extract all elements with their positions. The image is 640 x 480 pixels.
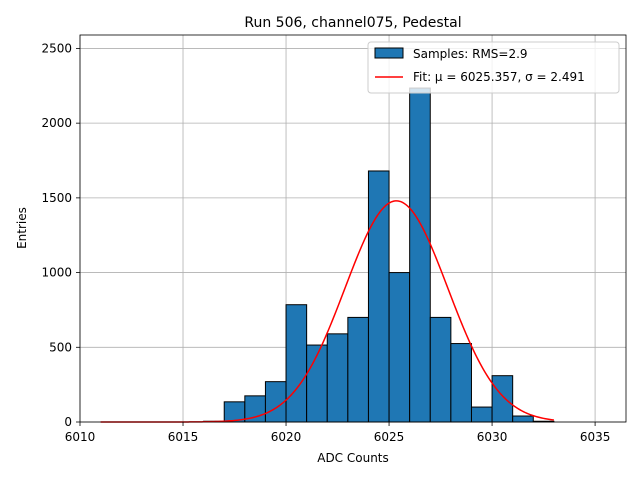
chart-title: Run 506, channel075, Pedestal xyxy=(244,15,461,31)
x-tick-label: 6010 xyxy=(65,430,96,444)
legend-histogram-swatch xyxy=(374,47,404,59)
legend-histogram-label: Samples: RMS=2.9 xyxy=(413,47,528,61)
x-tick-label: 6020 xyxy=(271,430,302,444)
y-tick-label: 2000 xyxy=(41,116,72,130)
histogram-bar xyxy=(450,343,472,423)
x-tick-label: 6035 xyxy=(580,430,611,444)
x-axis-label: ADC Counts xyxy=(317,451,389,465)
histogram-bars xyxy=(203,87,555,423)
histogram-bar xyxy=(367,170,390,423)
histogram-bar xyxy=(409,87,431,423)
y-tick-label: 0 xyxy=(64,415,72,429)
histogram-bar xyxy=(512,415,534,423)
x-tick-label: 6015 xyxy=(168,430,199,444)
legend-box xyxy=(367,41,620,94)
y-tick-label: 2500 xyxy=(41,41,72,55)
histogram-bar xyxy=(491,375,514,423)
y-tick-label: 500 xyxy=(49,340,72,354)
histogram-bar xyxy=(429,316,452,423)
histogram-bar xyxy=(347,316,369,423)
y-tick-label: 1000 xyxy=(41,266,72,280)
histogram-bar xyxy=(470,406,493,423)
plot-frame xyxy=(79,34,627,423)
histogram-bar xyxy=(326,333,349,423)
x-axis-ticks: 6010 6015 6020 6025 6030 6035 xyxy=(65,422,611,444)
legend-fit-label: Fit: μ = 6025.357, σ = 2.491 xyxy=(413,70,585,84)
histogram-bar xyxy=(285,304,308,423)
y-tick-label: 1500 xyxy=(41,191,72,205)
grid xyxy=(79,35,626,423)
y-axis-label: Entries xyxy=(15,207,29,249)
x-tick-label: 6030 xyxy=(477,430,508,444)
histogram-bar xyxy=(388,272,411,423)
y-axis-ticks: 0 500 1000 1500 2000 2500 xyxy=(41,41,80,429)
x-tick-label: 6025 xyxy=(374,430,405,444)
legend: Samples: RMS=2.9 Fit: μ = 6025.357, σ = … xyxy=(367,41,620,94)
